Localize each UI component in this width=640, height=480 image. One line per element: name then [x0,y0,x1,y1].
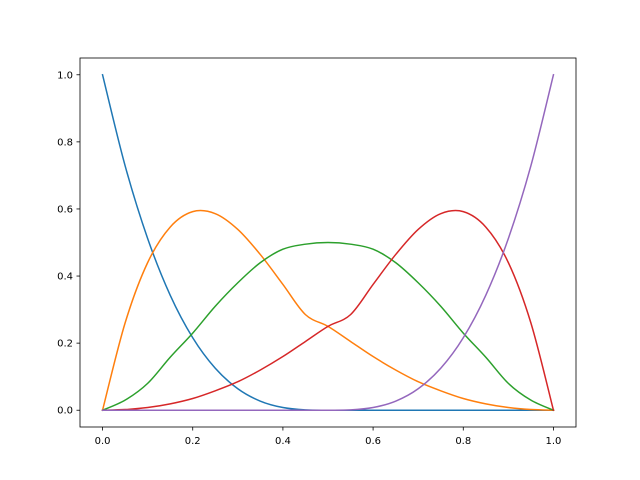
x-tick-label: 0.2 [185,436,201,447]
x-tick-label: 0.6 [365,436,381,447]
series-line-3 [101,241,555,412]
series-line-5 [101,73,555,412]
x-tick-label: 0.4 [275,436,291,447]
y-axis: 0.0 0.2 0.4 0.6 0.8 1.0 [57,70,80,417]
y-tick-label: 0.2 [57,339,73,350]
series-layer [101,73,555,412]
x-tick-label: 1.0 [546,436,562,447]
y-tick-label: 0.6 [57,204,73,215]
plot-frame [79,57,577,428]
y-tick-label: 0.4 [57,272,73,283]
y-tick-label: 1.0 [57,70,73,81]
x-axis: 0.0 0.2 0.4 0.6 0.8 1.0 [95,427,562,447]
series-line-4 [101,209,555,412]
x-tick-label: 0.8 [455,436,471,447]
y-tick-label: 0.8 [57,137,73,148]
x-tick-label: 0.0 [95,436,111,447]
series-line-2 [101,209,555,412]
y-tick-label: 0.0 [57,406,73,417]
